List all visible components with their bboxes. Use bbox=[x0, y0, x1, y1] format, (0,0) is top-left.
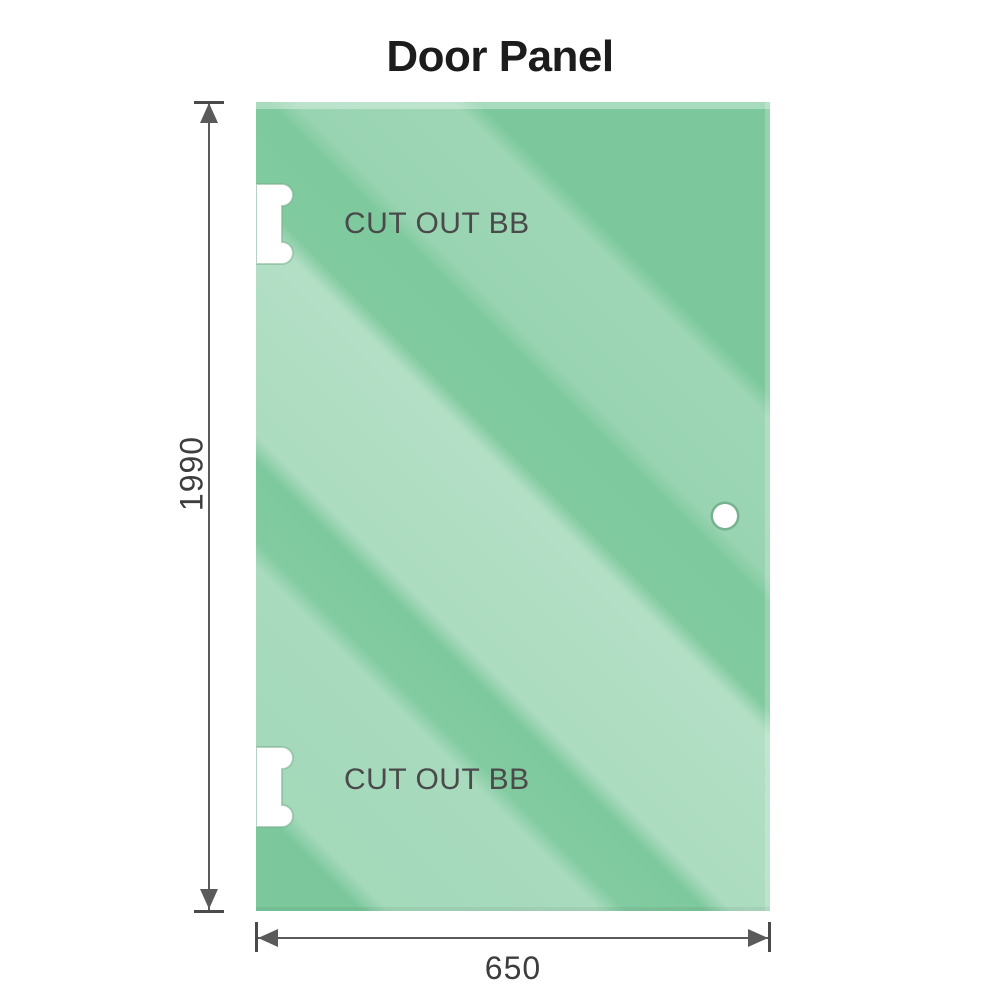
height-dimension-line bbox=[208, 102, 210, 911]
cutout-top bbox=[256, 182, 298, 266]
width-extension-tick-right bbox=[768, 922, 771, 952]
glass-reflection-bands bbox=[256, 102, 770, 911]
height-extension-tick-top bbox=[194, 101, 224, 104]
height-dimension-label: 1990 bbox=[173, 435, 210, 512]
glass-surface bbox=[256, 102, 770, 911]
arrow-left-icon bbox=[258, 929, 278, 947]
arrow-down-icon bbox=[200, 889, 218, 909]
cutout-label-bottom: CUT OUT BB bbox=[344, 763, 530, 796]
arrow-right-icon bbox=[748, 929, 768, 947]
cutout-bottom bbox=[256, 745, 298, 829]
width-dimension-line bbox=[256, 937, 770, 939]
handle-hole bbox=[713, 504, 737, 528]
height-extension-tick-bottom bbox=[194, 910, 224, 913]
glass-right-edge-highlight bbox=[765, 102, 770, 911]
cutout-label-top: CUT OUT BB bbox=[344, 207, 530, 240]
glass-top-edge-highlight bbox=[256, 102, 770, 109]
arrow-up-icon bbox=[200, 103, 218, 123]
glass-bottom-edge-shadow bbox=[256, 907, 770, 911]
door-panel-glass bbox=[256, 102, 770, 911]
width-extension-tick-left bbox=[255, 922, 258, 952]
width-dimension-label: 650 bbox=[484, 950, 542, 986]
page-title: Door Panel bbox=[386, 32, 614, 81]
